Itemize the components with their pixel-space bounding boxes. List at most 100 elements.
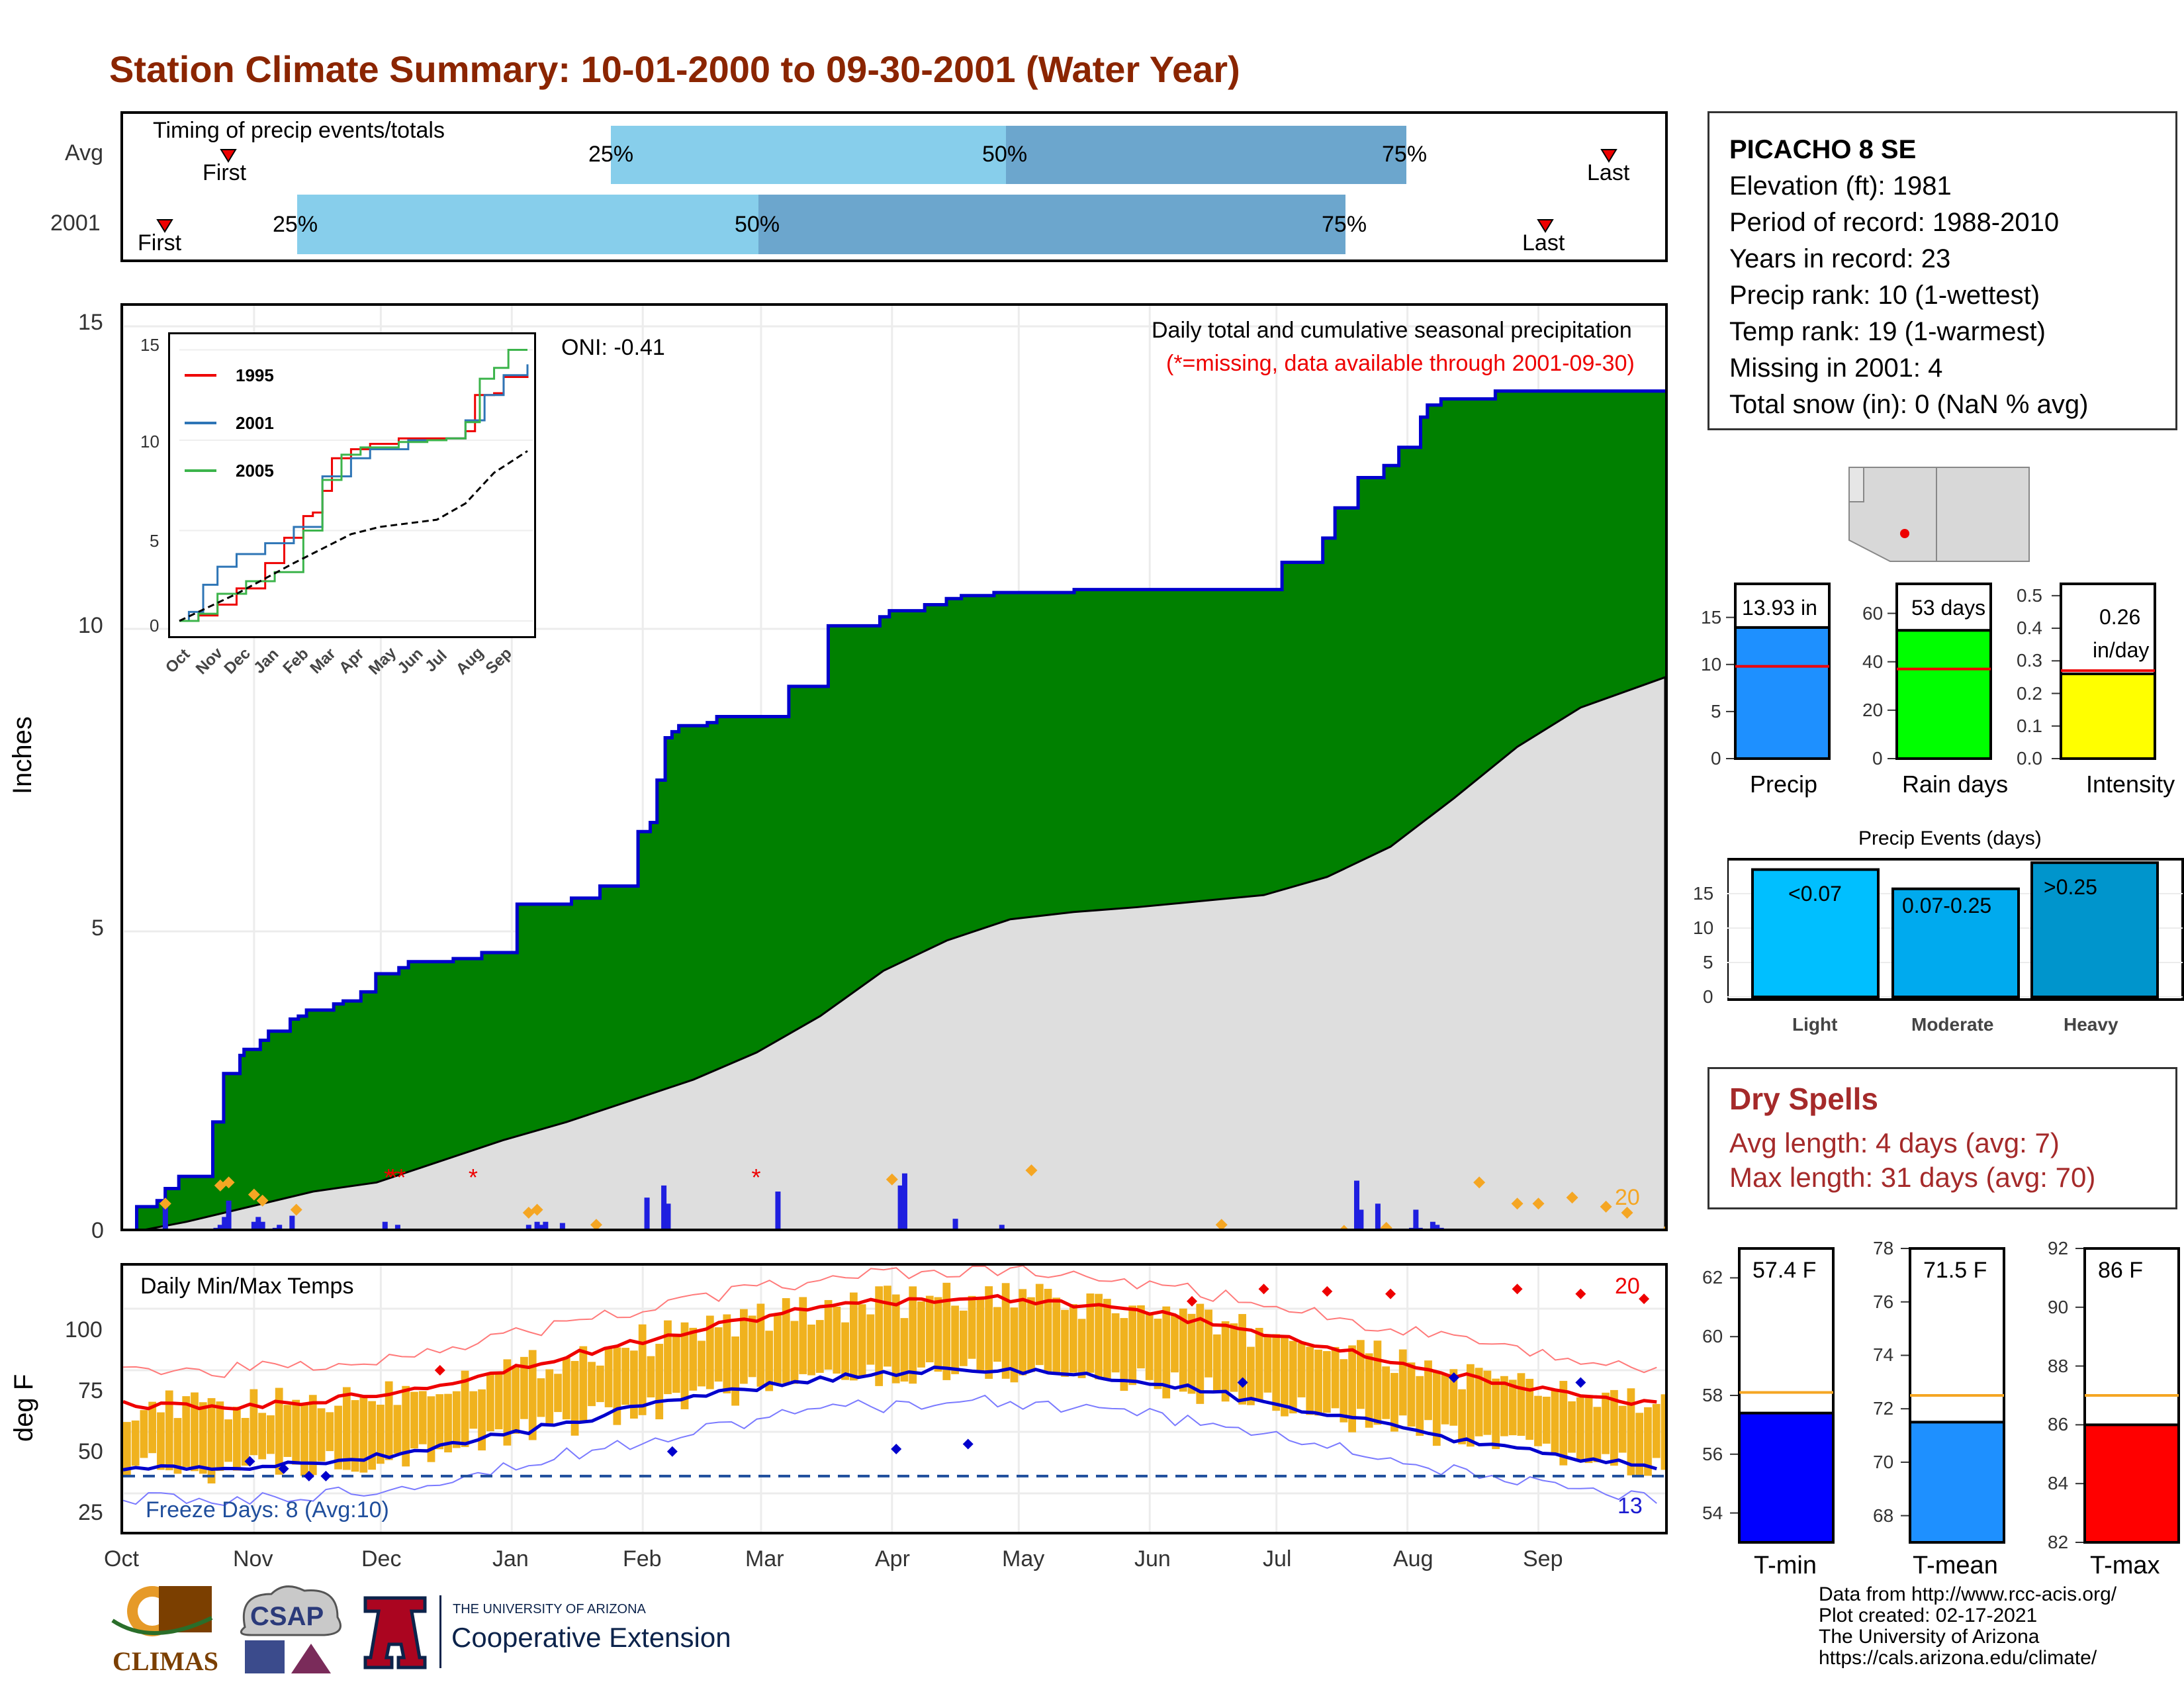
daily-temp-bar: [1120, 1318, 1128, 1391]
daily-temp-bar: [1162, 1306, 1171, 1399]
daily-temp-bar: [1449, 1369, 1458, 1426]
ttick-100: 100: [65, 1317, 103, 1342]
event-label-light: <0.07: [1788, 882, 1842, 906]
daily-precip-bar: [897, 1185, 903, 1229]
tick-label: 68: [1873, 1505, 1894, 1526]
tick-label: 15: [1693, 883, 1714, 904]
daily-temp-bar: [714, 1327, 723, 1382]
daily-temp-bar: [1652, 1403, 1661, 1458]
daily-precip-bar: [775, 1192, 781, 1229]
inset-series-line: [179, 364, 529, 622]
daily-precip-bar: [665, 1203, 671, 1229]
record-low-marker: [278, 1463, 289, 1474]
yr-75-label: 75%: [1322, 212, 1367, 237]
precip-event-marker: [1566, 1192, 1578, 1204]
daily-temp-bar: [1111, 1313, 1120, 1373]
page-title: Station Climate Summary: 10-01-2000 to 0…: [109, 48, 1240, 90]
daily-temp-bar: [148, 1401, 157, 1454]
record-high-marker: [1322, 1286, 1333, 1297]
daily-temp-bar: [841, 1322, 849, 1380]
daily-temp-bar: [1618, 1405, 1627, 1453]
daily-temp-bar: [689, 1327, 698, 1391]
events-title: Precip Events (days): [1858, 827, 2042, 849]
daily-temp-bar: [123, 1422, 131, 1477]
ttick-25: 25: [78, 1500, 103, 1525]
tick-label: 82: [2048, 1532, 2069, 1552]
record-low-marker: [962, 1438, 974, 1450]
avg-50-label: 50%: [982, 142, 1028, 167]
daily-temp-bar: [951, 1305, 959, 1374]
precip-ylabel: Inches: [8, 716, 37, 794]
daily-precip-bar: [394, 1225, 400, 1229]
event-bar: [2030, 861, 2159, 999]
daily-temp-bar: [1508, 1380, 1517, 1436]
daily-temp-bar: [1602, 1392, 1610, 1454]
tick-label: 0.0: [2017, 748, 2042, 769]
daily-precip-bar: [1413, 1209, 1419, 1229]
daily-temp-bar: [1289, 1340, 1297, 1414]
record-low-marker: [666, 1446, 678, 1457]
daily-temp-bar: [959, 1310, 968, 1366]
daily-precip-bar: [277, 1225, 283, 1229]
tick-label: 0.3: [2017, 650, 2042, 671]
daily-temp-bar: [1010, 1307, 1019, 1383]
tick-label: 20: [1862, 699, 1884, 720]
itick-10: 10: [140, 432, 159, 451]
daily-temp-bar: [191, 1392, 199, 1472]
station-line: Missing in 2001: 4: [1729, 353, 1943, 383]
yr-25-label: 25%: [273, 212, 318, 237]
precip-header: Daily total and cumulative seasonal prec…: [1152, 318, 1632, 343]
daily-temp-bar: [173, 1418, 182, 1474]
temp-ylabel: deg F: [9, 1374, 38, 1442]
daily-temp-bar: [1154, 1319, 1162, 1389]
tick-label: 54: [1702, 1502, 1723, 1523]
daily-temp-bar: [1466, 1364, 1475, 1447]
daily-temp-bar: [334, 1405, 342, 1470]
intensity-value-1: 0.26: [2099, 605, 2141, 629]
daily-temp-bar: [765, 1331, 774, 1391]
tick-label: 0: [1703, 986, 1713, 1007]
daily-temp-bar: [494, 1374, 503, 1430]
daily-temp-bar: [520, 1356, 528, 1419]
daily-temp-bar: [1610, 1389, 1618, 1466]
tick-label: Feb: [623, 1546, 662, 1571]
daily-temp-bar: [1340, 1359, 1348, 1423]
daily-temp-bar: [1212, 1334, 1221, 1393]
daily-temp-bar: [1027, 1297, 1035, 1372]
daily-precip-bar: [251, 1221, 257, 1229]
daily-precip-bar: [213, 1227, 219, 1229]
daily-temp-bar: [1551, 1389, 1559, 1454]
record-low-marker: [1237, 1377, 1248, 1388]
daily-temp-bar: [647, 1356, 655, 1398]
tick-label: 92: [2048, 1238, 2069, 1258]
daily-temp-bar: [267, 1415, 275, 1454]
precip-event-marker: [256, 1194, 269, 1207]
raindays-value: 53 days: [1911, 596, 1986, 620]
daily-temp-bar: [1035, 1284, 1044, 1366]
daily-temp-bar: [1179, 1308, 1187, 1392]
record-high-marker: [1258, 1284, 1269, 1295]
daily-temp-bar: [1458, 1389, 1466, 1444]
daily-temp-bar: [858, 1304, 866, 1376]
temp-summary-bar: [1909, 1421, 2005, 1544]
daily-precip-bar: [1358, 1209, 1364, 1229]
daily-precip-bar: [382, 1221, 388, 1229]
yr-bar-25-50: [297, 195, 758, 254]
events-chart: [1727, 858, 2184, 1001]
daily-temp-bar: [393, 1405, 402, 1454]
daily-temp-bar: [824, 1299, 833, 1370]
daily-temp-bar: [1069, 1304, 1077, 1373]
daily-temp-bar: [1255, 1327, 1263, 1401]
daily-temp-bar: [993, 1307, 1001, 1362]
precip-event-marker: [290, 1203, 302, 1216]
tick-label: 76: [1873, 1291, 1894, 1312]
daily-precip-bar: [525, 1225, 531, 1229]
oni-label: ONI: -0.41: [561, 335, 665, 360]
daily-temp-bar: [199, 1402, 207, 1474]
daily-temp-bar: [275, 1387, 283, 1475]
daily-temp-bar: [976, 1297, 985, 1373]
daily-temp-bar: [815, 1320, 824, 1373]
daily-temp-bar: [1095, 1293, 1103, 1380]
tick-label: 90: [2048, 1296, 2069, 1317]
daily-temp-bar: [698, 1340, 705, 1387]
